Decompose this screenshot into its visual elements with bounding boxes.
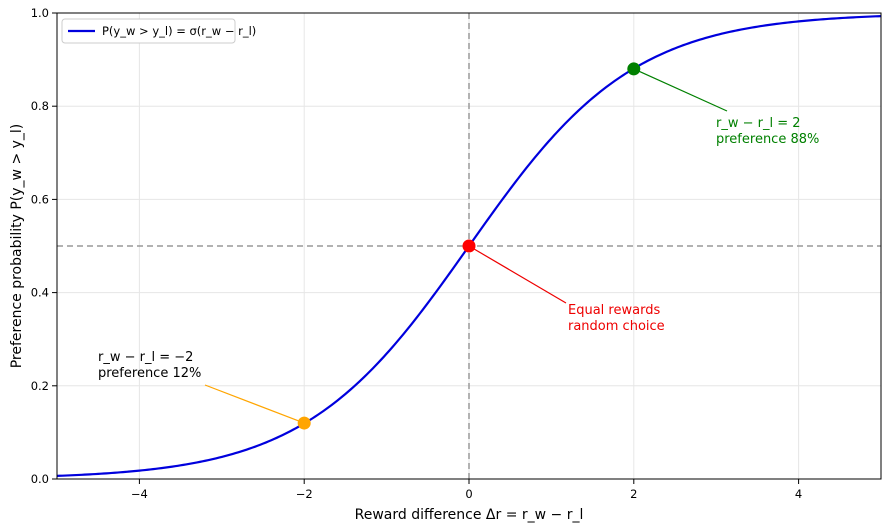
- annotation-arrows: [204, 68, 728, 424]
- y-tick-label-2: 0.4: [31, 286, 49, 300]
- point-0: [297, 416, 311, 430]
- annotation-center-line2: random choice: [568, 319, 665, 334]
- annotation-right-line1: r_w − r_l = 2: [716, 116, 801, 131]
- y-tick-label-4: 0.8: [31, 99, 49, 113]
- annotation-left-line1: r_w − r_l = −2: [98, 350, 193, 365]
- x-tick-label-3: 2: [630, 487, 637, 501]
- y-axis-title: Preference probability P(y_w > y_l): [9, 124, 25, 369]
- x-tick-label-0: −4: [131, 487, 148, 501]
- annotation-arrow-2: [633, 68, 728, 112]
- annotation-right-line2: preference 88%: [716, 132, 819, 147]
- annotation-left-line2: preference 12%: [98, 366, 201, 381]
- annotation-arrow-1: [468, 245, 567, 304]
- y-tick-label-1: 0.2: [31, 379, 49, 393]
- point-2: [627, 62, 641, 76]
- y-axis-ticks: 0.0 0.2 0.4 0.6 0.8 1.0: [31, 6, 57, 486]
- highlight-points: [297, 62, 641, 430]
- y-tick-label-3: 0.6: [31, 192, 49, 206]
- x-tick-label-4: 4: [795, 487, 802, 501]
- legend-box: [61, 18, 236, 44]
- y-tick-label-5: 1.0: [31, 6, 49, 20]
- x-axis-title: Reward difference Δr = r_w − r_l: [355, 507, 584, 523]
- point-1: [462, 239, 476, 253]
- x-tick-label-1: −2: [296, 487, 313, 501]
- legend-label: P(y_w > y_l) = σ(r_w − r_l): [102, 24, 256, 38]
- x-tick-label-2: 0: [465, 487, 472, 501]
- legend: P(y_w > y_l) = σ(r_w − r_l): [61, 18, 256, 44]
- annotation-arrow-0: [204, 384, 305, 424]
- annotation-labels: r_w − r_l = −2 preference 12% Equal rewa…: [98, 116, 819, 381]
- y-tick-label-0: 0.0: [31, 472, 49, 486]
- x-axis-ticks: −4 −2 0 2 4: [131, 479, 802, 501]
- annotation-center-line1: Equal rewards: [568, 303, 660, 318]
